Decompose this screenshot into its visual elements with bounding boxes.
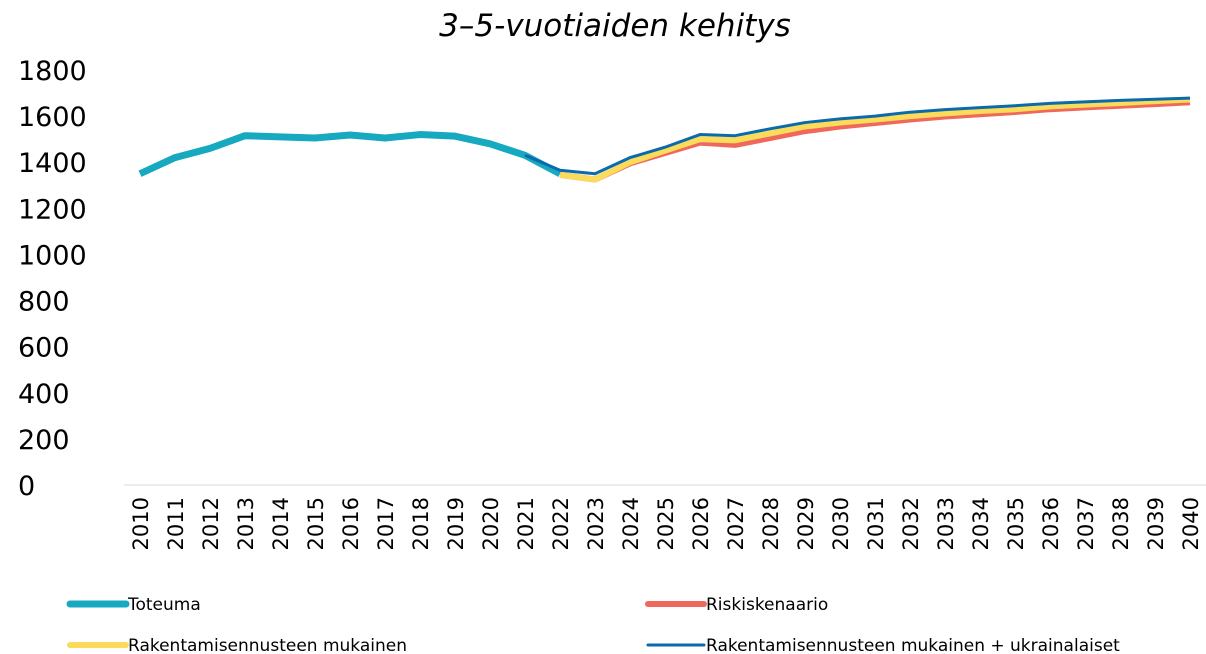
y-tick-label: 400 [18, 379, 70, 410]
y-tick-label: 1200 [18, 194, 87, 225]
x-tick-label: 2011 [164, 497, 188, 550]
series-line [524, 96, 1191, 176]
x-tick-label: 2017 [374, 497, 398, 550]
legend-label: Riskiskenaario [706, 595, 828, 615]
x-tick-label: 2021 [514, 497, 538, 550]
x-tick-label: 2034 [969, 497, 993, 550]
x-tick-label: 2039 [1144, 497, 1168, 550]
y-tick-label: 1000 [18, 240, 87, 271]
y-tick-label: 800 [18, 287, 70, 318]
x-tick-label: 2014 [269, 497, 293, 550]
x-tick-label: 2023 [584, 497, 608, 550]
x-tick-label: 2040 [1179, 497, 1203, 550]
x-tick-label: 2032 [899, 497, 923, 550]
series-line [138, 131, 562, 177]
x-tick-label: 2031 [864, 497, 888, 550]
x-tick-label: 2028 [759, 497, 783, 550]
x-tick-label: 2010 [129, 497, 153, 550]
y-tick-label: 1400 [18, 148, 87, 179]
x-tick-label: 2029 [794, 497, 818, 550]
x-tick-label: 2036 [1039, 497, 1063, 550]
series-line [559, 99, 1191, 183]
x-tick-label: 2033 [934, 497, 958, 550]
x-tick-label: 2025 [654, 497, 678, 550]
x-tick-label: 2013 [234, 497, 258, 550]
y-tick-label: 0 [18, 471, 35, 502]
x-tick-label: 2030 [829, 497, 853, 550]
chart-title: 3–5-vuotiaiden kehitys [439, 8, 791, 44]
x-tick-label: 2022 [549, 497, 573, 550]
legend-label: Rakentamisennusteen mukainen [128, 636, 407, 654]
x-tick-label: 2027 [724, 497, 748, 550]
series-line [559, 96, 1191, 183]
x-tick-label: 2024 [619, 497, 643, 550]
x-tick-label: 2035 [1004, 497, 1028, 550]
legend-label: Toteuma [127, 595, 201, 615]
x-tick-label: 2016 [339, 497, 363, 550]
legend-label: Rakentamisennusteen mukainen + ukrainala… [706, 636, 1120, 654]
x-tick-label: 2038 [1109, 497, 1133, 550]
y-tick-label: 1600 [18, 102, 87, 133]
x-tick-label: 2018 [409, 497, 433, 550]
y-tick-label: 600 [18, 333, 70, 364]
x-tick-label: 2037 [1074, 497, 1098, 550]
x-tick-label: 2026 [689, 497, 713, 550]
y-tick-label: 1800 [18, 56, 87, 87]
x-tick-label: 2020 [479, 497, 503, 550]
x-tick-label: 2012 [199, 497, 223, 550]
y-tick-label: 200 [18, 425, 70, 456]
x-tick-label: 2019 [444, 497, 468, 550]
x-tick-label: 2015 [304, 497, 328, 550]
